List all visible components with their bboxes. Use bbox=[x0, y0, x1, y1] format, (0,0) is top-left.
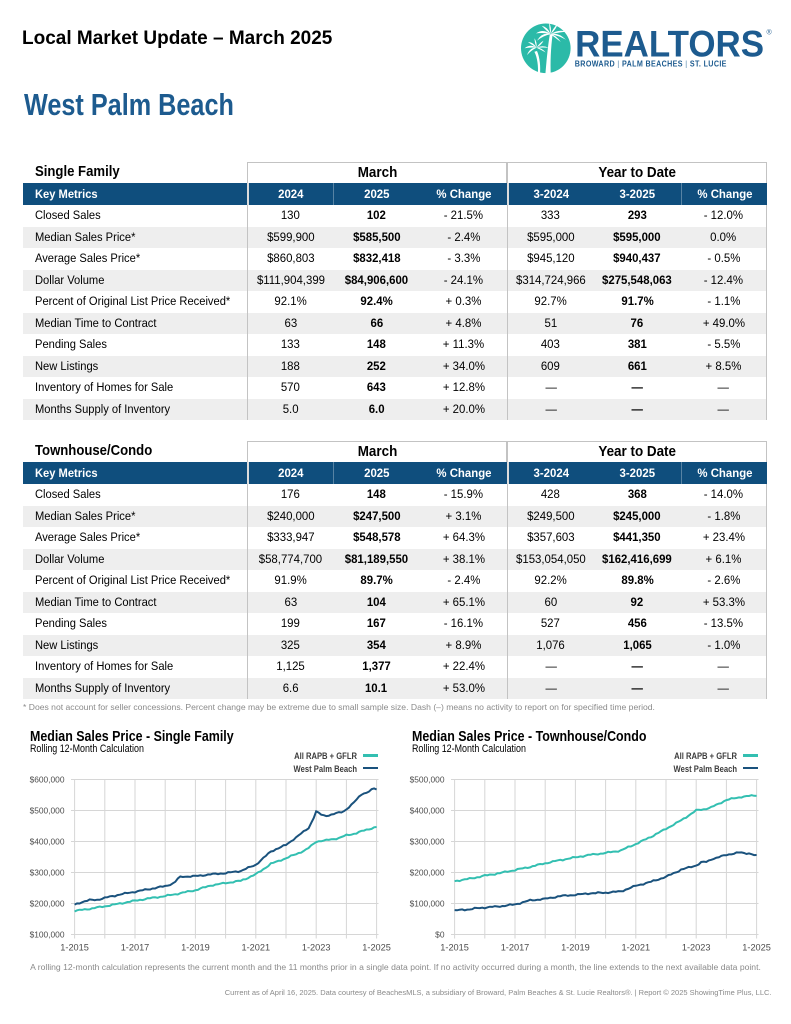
svg-text:$0: $0 bbox=[435, 929, 445, 939]
svg-text:$400,000: $400,000 bbox=[30, 836, 65, 846]
svg-text:1-2023: 1-2023 bbox=[682, 943, 711, 953]
svg-text:1-2025: 1-2025 bbox=[742, 943, 771, 953]
svg-text:1-2025: 1-2025 bbox=[362, 943, 391, 953]
svg-text:1-2017: 1-2017 bbox=[121, 943, 150, 953]
svg-text:$500,000: $500,000 bbox=[410, 774, 445, 784]
svg-text:1-2021: 1-2021 bbox=[241, 943, 270, 953]
svg-text:$100,000: $100,000 bbox=[410, 898, 445, 908]
svg-text:1-2015: 1-2015 bbox=[440, 943, 469, 953]
svg-text:$300,000: $300,000 bbox=[30, 867, 65, 877]
svg-text:$600,000: $600,000 bbox=[30, 774, 65, 784]
svg-text:1-2015: 1-2015 bbox=[60, 943, 89, 953]
svg-text:$500,000: $500,000 bbox=[30, 805, 65, 815]
svg-text:$400,000: $400,000 bbox=[410, 805, 445, 815]
svg-text:BROWARD | PALM BEACHES | ST. L: BROWARD | PALM BEACHES | ST. LUCIE bbox=[575, 58, 727, 68]
svg-text:1-2019: 1-2019 bbox=[181, 943, 210, 953]
svg-text:REALTORS: REALTORS bbox=[575, 23, 764, 64]
svg-text:1-2017: 1-2017 bbox=[501, 943, 530, 953]
svg-text:$200,000: $200,000 bbox=[410, 867, 445, 877]
svg-text:®: ® bbox=[767, 29, 773, 37]
svg-text:1-2023: 1-2023 bbox=[302, 943, 331, 953]
svg-text:$300,000: $300,000 bbox=[410, 836, 445, 846]
svg-text:1-2021: 1-2021 bbox=[621, 943, 650, 953]
svg-text:$100,000: $100,000 bbox=[30, 929, 65, 939]
svg-text:1-2019: 1-2019 bbox=[561, 943, 590, 953]
svg-text:$200,000: $200,000 bbox=[30, 898, 65, 908]
